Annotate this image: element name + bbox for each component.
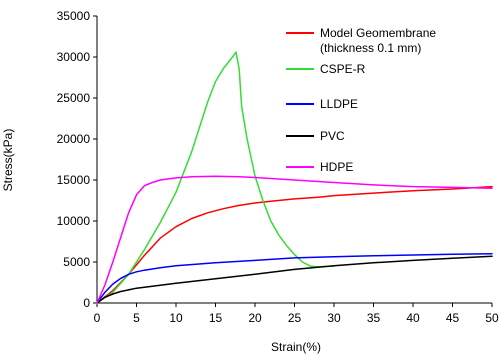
legend-label-3: PVC (320, 129, 345, 143)
x-tick-label: 25 (288, 311, 302, 325)
legend: Model Geomembrane(thickness 0.1 mm) CSPE-… (286, 26, 436, 174)
x-tick-label: 5 (133, 311, 140, 325)
x-tick-label: 40 (406, 311, 420, 325)
series-line-2 (96, 253, 493, 304)
y-axis-label: Stress(kPa) (1, 129, 15, 192)
x-tick-label: 50 (485, 311, 499, 325)
x-tick-label: 15 (209, 311, 223, 325)
x-tick-label: 20 (248, 311, 262, 325)
y-tick-label: 0 (83, 296, 90, 310)
y-tick-label: 20000 (57, 132, 91, 146)
x-axis-ticks: 0 5 10 15 20 25 30 35 40 45 50 (94, 303, 499, 325)
x-axis-label: Strain(%) (271, 340, 321, 354)
y-tick-label: 5000 (63, 255, 90, 269)
y-tick-label: 25000 (57, 91, 91, 105)
x-tick-label: 35 (367, 311, 381, 325)
y-tick-label: 10000 (57, 214, 91, 228)
y-tick-label: 30000 (57, 50, 91, 64)
series-line-3 (96, 255, 493, 304)
legend-label-0: Model Geomembrane (320, 26, 436, 40)
legend-label-1: CSPE-R (320, 62, 366, 76)
legend-label-0-line2: (thickness 0.1 mm) (320, 41, 421, 55)
y-tick-label: 15000 (57, 173, 91, 187)
x-tick-label: 30 (327, 311, 341, 325)
series-line-4 (96, 175, 493, 304)
series-layer (96, 51, 493, 304)
legend-label-2: LLDPE (320, 97, 358, 111)
series-line-1 (96, 51, 335, 304)
y-axis-ticks: 0 5000 10000 15000 20000 25000 30000 35000 (57, 9, 97, 310)
y-tick-label: 35000 (57, 9, 91, 23)
legend-label-4: HDPE (320, 160, 353, 174)
x-tick-label: 45 (446, 311, 460, 325)
x-tick-label: 0 (94, 311, 101, 325)
x-tick-label: 10 (169, 311, 183, 325)
series-line-0 (96, 185, 493, 304)
